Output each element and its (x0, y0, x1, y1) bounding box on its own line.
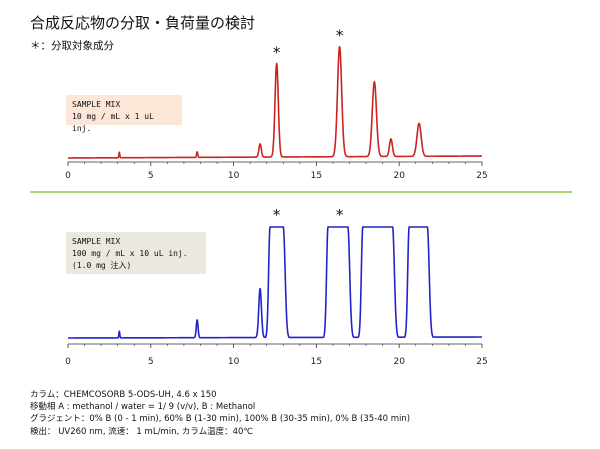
x-tick-label: 25 (476, 357, 487, 367)
x-tick-label: 0 (65, 171, 71, 181)
x-tick-label: 0 (65, 357, 71, 367)
target-peak-star: * (273, 44, 281, 62)
sample-box-top-line-1: SAMPLE MIX (72, 100, 121, 109)
chromatogram-top: 0 5 10 15 20 25 * * (65, 27, 488, 181)
sample-box-top: SAMPLE MIX 10 mg / mL x 1 uL inj. (66, 95, 182, 133)
target-peak-star: * (336, 27, 344, 45)
chromatogram-bottom: 0 5 10 15 20 25 * * (65, 206, 488, 367)
target-note: ＊：分取対象成分 (30, 40, 114, 52)
x-tick-label: 10 (228, 357, 240, 367)
target-peak-star: * (273, 206, 281, 224)
sample-box-top-line-2: 10 mg / mL x 1 uL inj. (72, 112, 154, 133)
condition-detection: 検出： UV260 nm, 流速： 1 mL/min, カラム温度：40℃ (30, 427, 253, 437)
x-tick-label: 10 (228, 171, 240, 181)
condition-column: カラム：CHEMCOSORB 5-ODS-UH, 4.6 x 150 (30, 390, 217, 400)
x-tick-label: 25 (476, 171, 487, 181)
sample-box-bottom-line-2: 100 mg / mL x 10 uL inj. (72, 249, 188, 258)
sample-box-bottom-line-3: (1.0 mg 注入) (72, 261, 132, 270)
page-title: 合成反応物の分取・負荷量の検討 (30, 14, 256, 32)
sample-box-bottom-line-1: SAMPLE MIX (72, 237, 121, 246)
sample-box-bottom: SAMPLE MIX 100 mg / mL x 10 uL inj. (1.0… (66, 232, 206, 274)
chromatogram-trace (67, 226, 483, 339)
x-tick-label: 20 (393, 171, 405, 181)
x-tick-label: 15 (311, 171, 322, 181)
condition-gradient: グラジェント：0% B (0 - 1 min), 60% B (1-30 min… (30, 414, 411, 424)
x-tick-label: 5 (148, 171, 154, 181)
x-tick-label: 5 (148, 357, 154, 367)
x-tick-label: 20 (393, 357, 405, 367)
condition-mobile-phase: 移動相 A : methanol / water = 1/ 9 (v/v), B… (30, 402, 256, 412)
x-tick-label: 15 (311, 357, 322, 367)
target-peak-star: * (336, 206, 344, 224)
chromatogram-trace (67, 45, 483, 159)
